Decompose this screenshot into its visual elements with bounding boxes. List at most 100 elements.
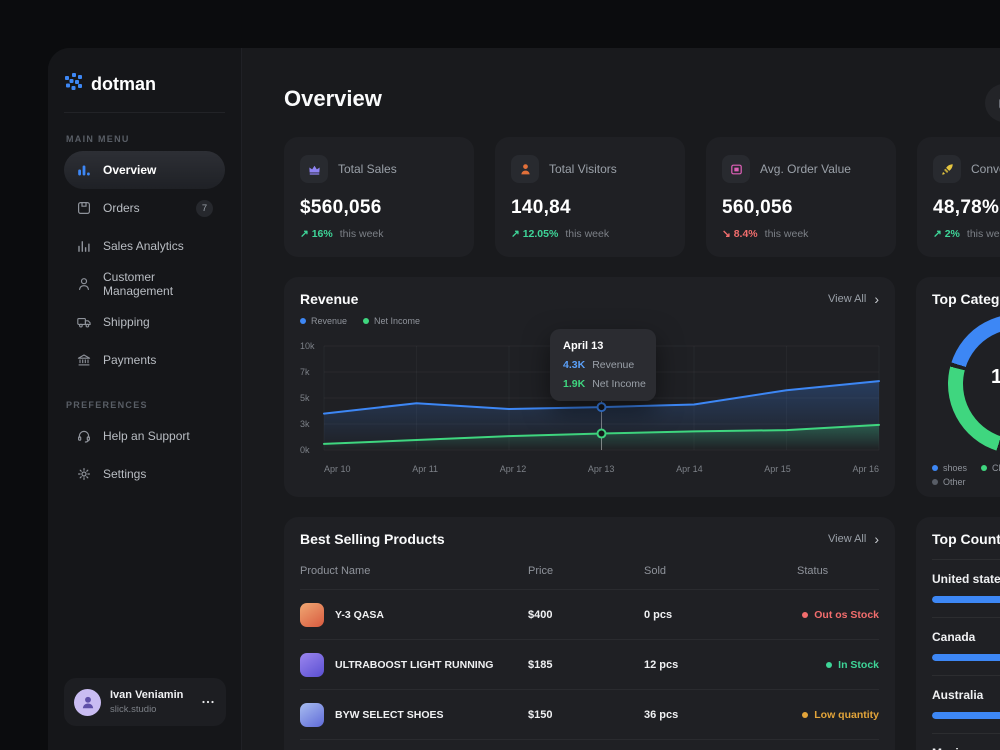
stat-card-head: Total Sales bbox=[300, 155, 458, 183]
product-row-ultraboost-light-running: ULTRABOOST LIGHT RUNNING $185 12 pcs In Sto… bbox=[300, 640, 879, 690]
status-dot-icon bbox=[826, 661, 833, 668]
categories-legend: shoesClothingAccessoriesOther bbox=[932, 463, 1000, 487]
product-name: ULTRABOOST LIGHT RUNNING bbox=[335, 658, 494, 671]
products-view-all-link[interactable]: View All › bbox=[828, 531, 879, 547]
country-progress-bar bbox=[932, 596, 1000, 603]
sidebar-item-overview[interactable]: Overview bbox=[64, 151, 225, 189]
column-header-status: Status bbox=[797, 565, 829, 577]
sidebar: dotman MAIN MENU Overview Orders 7 Sales Ana… bbox=[48, 48, 242, 750]
sidebar-item-label: Orders bbox=[103, 201, 140, 215]
x-tick-label: Apr 12 bbox=[499, 464, 527, 474]
chevron-right-icon: › bbox=[874, 531, 879, 547]
sidebar-item-orders[interactable]: Orders 7 bbox=[64, 189, 225, 227]
sidebar-item-sales-analytics[interactable]: Sales Analytics bbox=[64, 227, 225, 265]
package-icon bbox=[76, 200, 92, 216]
x-tick-label: Apr 13 bbox=[587, 464, 615, 474]
revenue-chart[interactable]: 10k 7k 5k 3k 0k bbox=[300, 341, 880, 455]
revenue-view-all-link[interactable]: View All › bbox=[828, 292, 879, 306]
gear-icon bbox=[76, 466, 92, 482]
product-price: $150 bbox=[528, 708, 553, 721]
divider bbox=[932, 559, 1000, 560]
user-card[interactable]: Ivan Veniamin slick.studio bbox=[64, 678, 226, 726]
y-tick-label: 10k bbox=[300, 341, 315, 351]
products-title: Best Selling Products bbox=[300, 531, 445, 547]
best-selling-products-card: Best Selling Products View All › Product… bbox=[284, 517, 895, 750]
legend-label: Clothing bbox=[992, 463, 1000, 473]
product-price: $185 bbox=[528, 658, 553, 671]
country-row-canada: Canada bbox=[932, 618, 1000, 676]
bank-icon bbox=[76, 352, 92, 368]
sidebar-item-shipping[interactable]: Shipping bbox=[64, 303, 225, 341]
stat-value: 560,056 bbox=[722, 197, 793, 218]
stat-label: Conversion Rate bbox=[971, 162, 1000, 176]
status-label: Out os Stock bbox=[814, 608, 879, 621]
legend-dot bbox=[932, 465, 938, 471]
stat-delta: ↗ 16% this week bbox=[300, 228, 458, 240]
products-table-body: Y-3 QASA $400 0 pcs Out os Stock ULTRABOOST … bbox=[300, 590, 879, 750]
product-name-cell: ULTRABOOST LIGHT RUNNING bbox=[300, 652, 528, 677]
stat-value: $560,056 bbox=[300, 197, 382, 218]
tooltip-label: Revenue bbox=[592, 359, 635, 371]
column-header-price: Price bbox=[528, 565, 554, 577]
top-categories-card: Top Categories 1 shoesClothingAccessorie… bbox=[916, 277, 1000, 497]
countries-list: United states Canada Australia Mexico bbox=[932, 560, 1000, 750]
bar-chart-icon bbox=[76, 162, 92, 178]
y-tick-label: 0k bbox=[300, 445, 310, 455]
avatar bbox=[74, 688, 101, 716]
category-legend-shoes: shoes bbox=[932, 463, 967, 473]
delta-period: this week bbox=[764, 228, 809, 240]
revenue-chart-plot bbox=[323, 345, 880, 451]
legend-label: Other bbox=[943, 477, 966, 487]
sidebar-item-label: Help an Support bbox=[103, 429, 190, 443]
product-status: In Stock bbox=[758, 659, 879, 671]
product-name-cell: Y-3 QASA bbox=[300, 602, 528, 627]
status-dot-icon bbox=[802, 611, 809, 618]
app-panel: dotman MAIN MENU Overview Orders 7 Sales Ana… bbox=[48, 48, 1000, 750]
product-name: BYW SELECT SHOES bbox=[335, 708, 444, 721]
stats-row: Total Sales $560,056 ↗ 16% this week Total V… bbox=[284, 137, 1000, 257]
country-progress-fill bbox=[932, 712, 1000, 719]
delta-up-arrow-icon: ↗ 12.05% bbox=[511, 228, 559, 240]
stat-delta: ↗ 12.05% this week bbox=[511, 228, 669, 240]
stat-card-head: Total Visitors bbox=[511, 155, 669, 183]
sidebar-item-help-an-support[interactable]: Help an Support bbox=[64, 417, 225, 455]
tooltip-label: Net Income bbox=[592, 378, 646, 390]
product-row-item bbox=[300, 740, 879, 750]
x-tick-label: Apr 14 bbox=[676, 464, 703, 474]
y-tick-label: 7k bbox=[300, 367, 310, 377]
sidebar-item-customer-management[interactable]: Customer Management bbox=[64, 265, 225, 303]
legend-item-net-income: Net Income bbox=[363, 316, 420, 326]
categories-title: Top Categories bbox=[932, 291, 1000, 307]
stat-label: Total Visitors bbox=[549, 162, 617, 176]
sidebar-item-payments[interactable]: Payments bbox=[64, 341, 225, 379]
user-name: Ivan Veniamin bbox=[110, 689, 184, 701]
header-corner-button[interactable] bbox=[985, 84, 1000, 122]
country-name: Mexico bbox=[932, 746, 1000, 750]
stat-card-total-sales: Total Sales $560,056 ↗ 16% this week bbox=[284, 137, 474, 257]
stat-value: 48,78% bbox=[933, 197, 1000, 218]
stat-delta: ↘ 8.4% this week bbox=[722, 228, 880, 240]
product-price: $400 bbox=[528, 608, 553, 621]
donut-center-value: 1 bbox=[991, 366, 1000, 388]
sidebar-item-settings[interactable]: Settings bbox=[64, 455, 225, 493]
analytics-icon bbox=[76, 238, 92, 254]
sidebar-item-label: Overview bbox=[103, 163, 157, 177]
country-progress-bar bbox=[932, 654, 1000, 661]
country-row-australia: Australia bbox=[932, 676, 1000, 734]
legend-dot bbox=[932, 479, 938, 485]
tag-icon bbox=[722, 155, 750, 183]
crown-icon bbox=[300, 155, 328, 183]
product-name-cell: BYW SELECT SHOES bbox=[300, 702, 528, 727]
delta-up-arrow-icon: ↗ 16% bbox=[300, 228, 333, 240]
category-legend-other: Other bbox=[932, 477, 966, 487]
product-sold: 36 pcs bbox=[644, 708, 679, 721]
user-menu-ellipsis-icon[interactable] bbox=[200, 694, 216, 710]
sidebar-item-label: Shipping bbox=[103, 315, 150, 329]
product-status: Low quantity bbox=[758, 709, 879, 721]
stat-delta: ↗ 2% this week bbox=[933, 228, 1000, 240]
tooltip-row: 4.3K Revenue bbox=[563, 359, 643, 371]
product-status: Out os Stock bbox=[758, 609, 879, 621]
revenue-card: Revenue View All › Revenue bbox=[284, 277, 895, 497]
top-countries-card: Top Countries United states Canada Austral… bbox=[916, 517, 1000, 750]
